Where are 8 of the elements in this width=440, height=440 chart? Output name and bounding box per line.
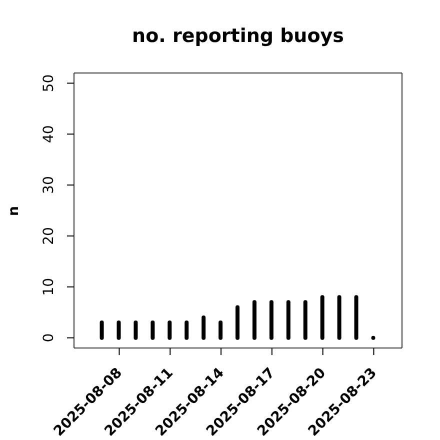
y-tick-label: 20 <box>41 227 57 245</box>
y-tick-label: 40 <box>41 125 57 144</box>
y-tick-label: 30 <box>41 176 57 194</box>
y-tick-label: 10 <box>41 278 57 296</box>
chart-title: no. reporting buoys <box>131 25 345 47</box>
y-tick-label: 0 <box>41 333 57 342</box>
y-axis-title: n <box>5 204 23 218</box>
y-tick-label: 50 <box>41 74 57 92</box>
